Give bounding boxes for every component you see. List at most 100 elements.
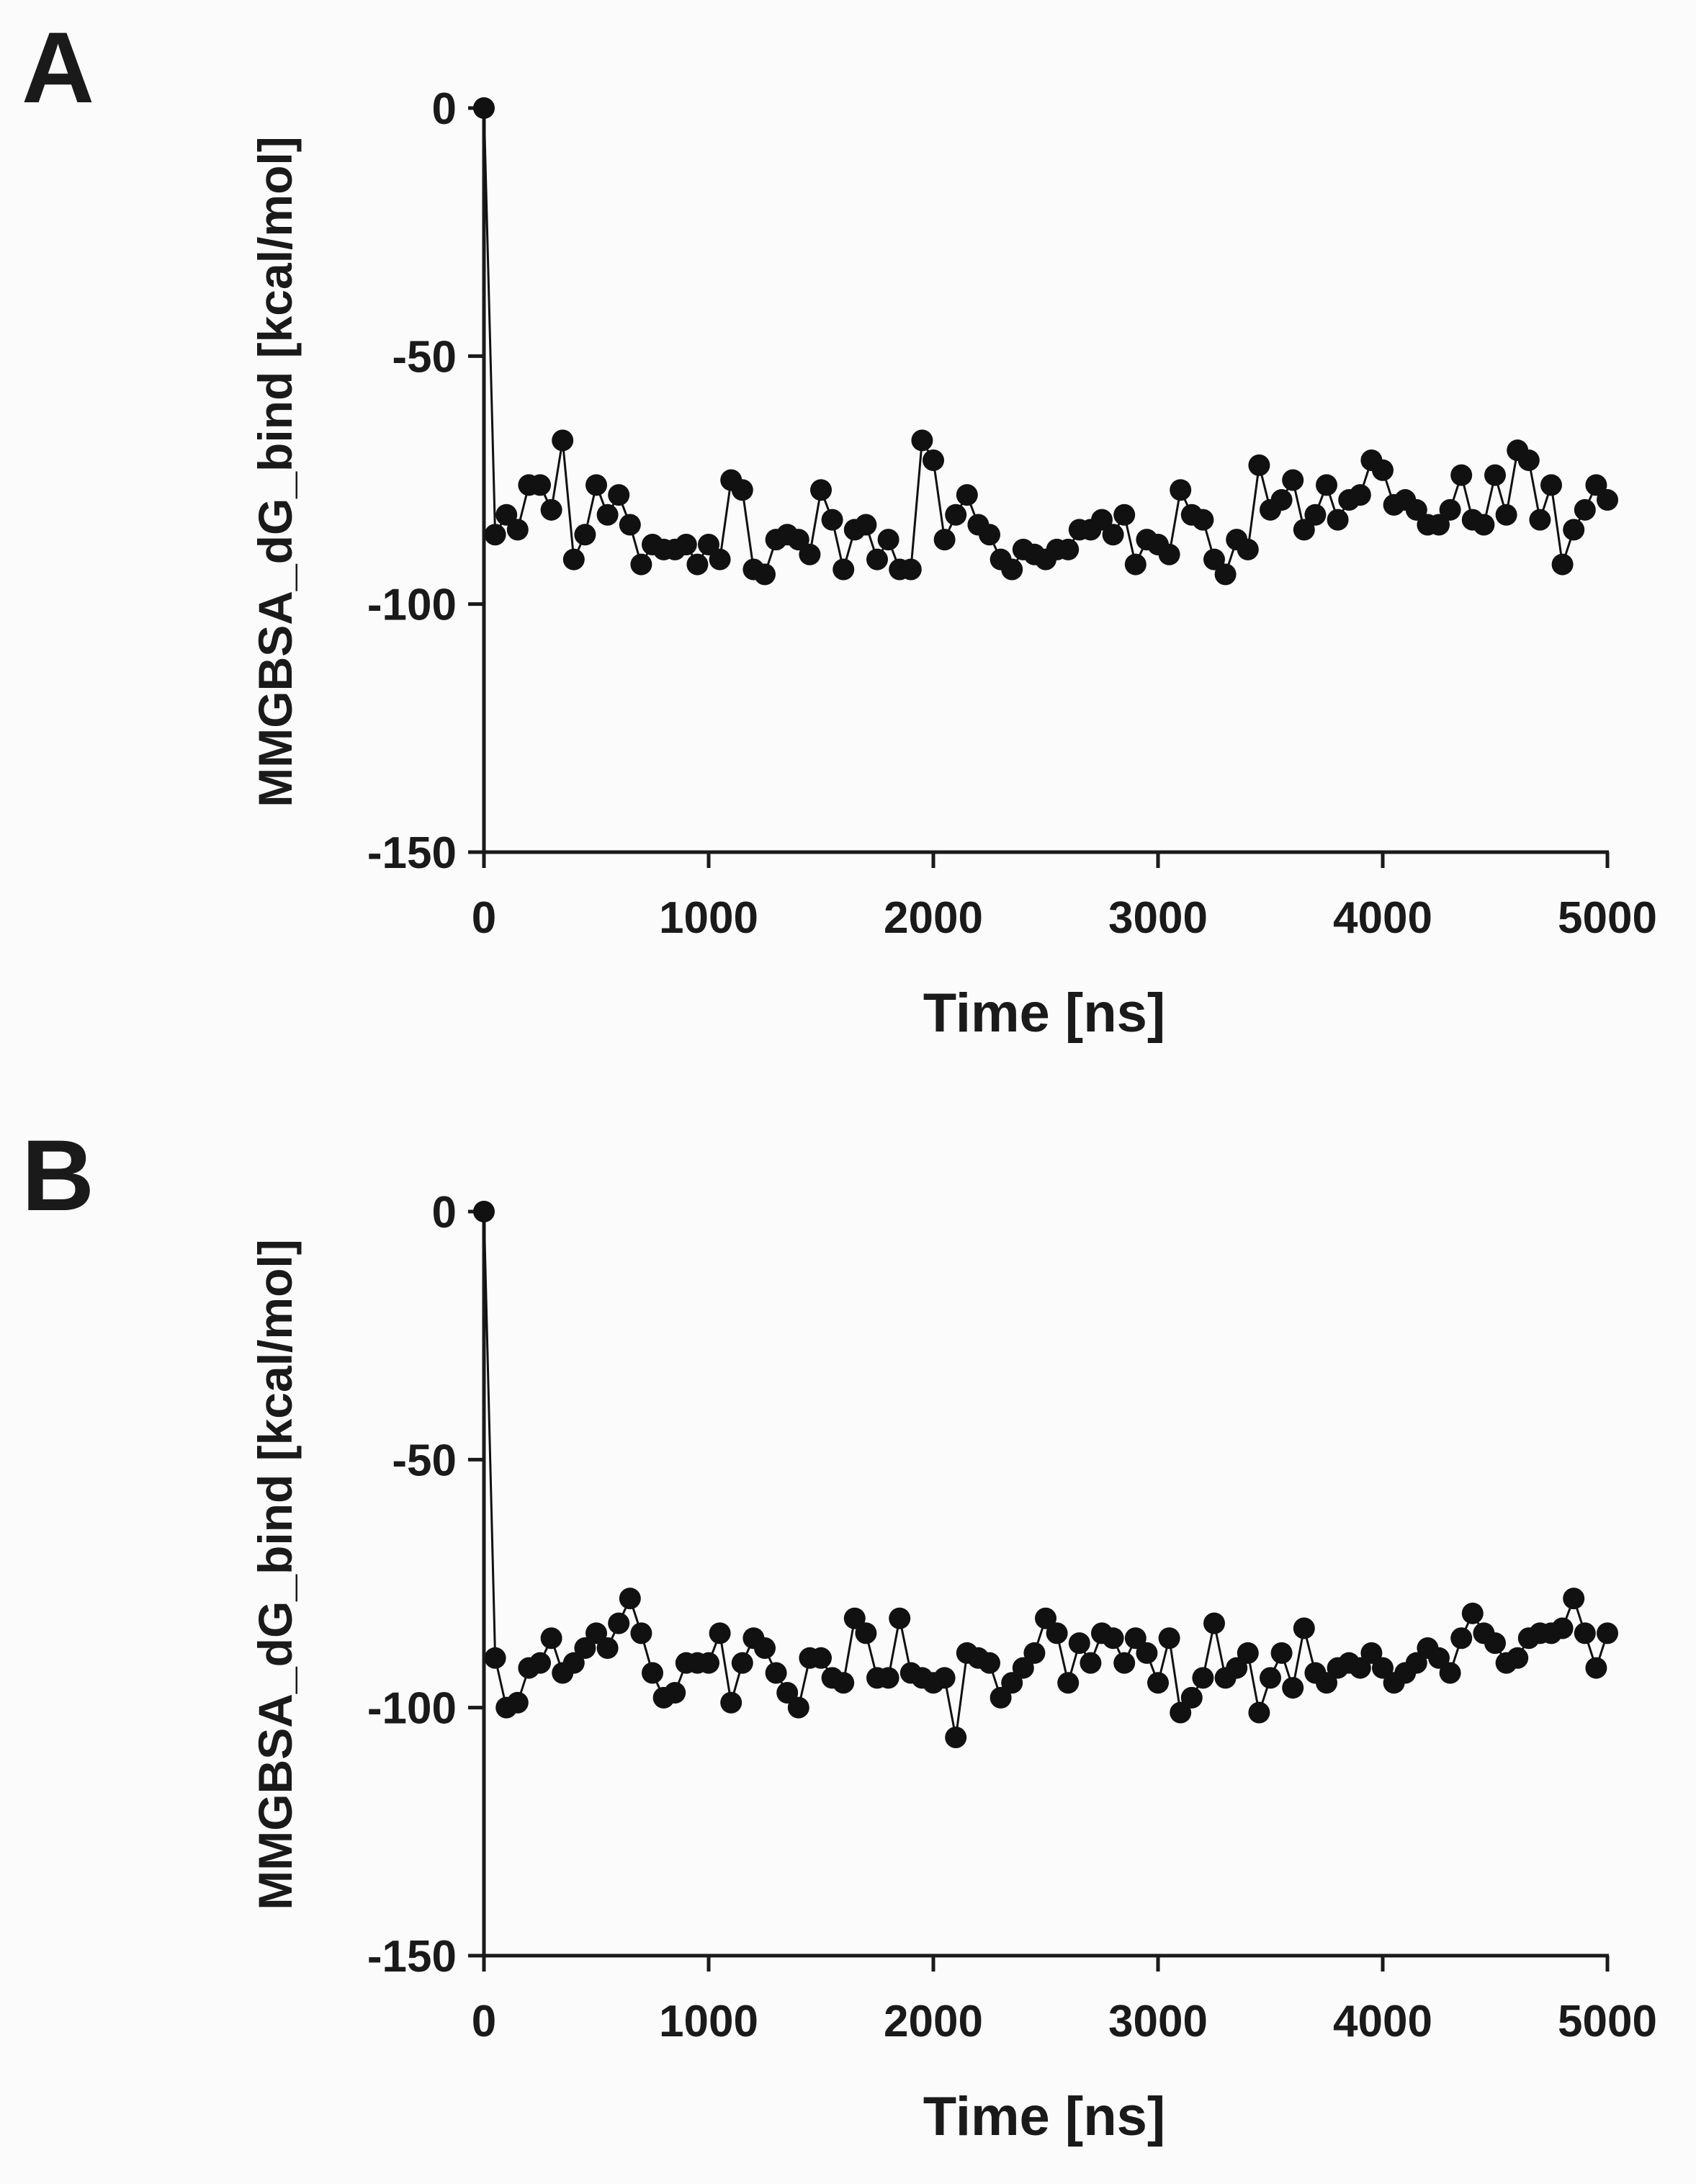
data-point bbox=[1124, 553, 1147, 576]
data-point bbox=[1540, 474, 1562, 496]
data-point bbox=[1484, 1632, 1506, 1655]
data-point bbox=[933, 529, 956, 551]
x-tick-label: 4000 bbox=[1333, 893, 1432, 943]
data-point bbox=[866, 548, 888, 570]
y-tick-label: 0 bbox=[432, 1188, 457, 1238]
data-point bbox=[1563, 1588, 1585, 1610]
data-point bbox=[585, 474, 607, 496]
data-point bbox=[877, 1667, 899, 1689]
data-point bbox=[1461, 1602, 1484, 1624]
y-tick-label: -50 bbox=[392, 1436, 457, 1485]
data-point bbox=[619, 1588, 641, 1610]
y-tick-label: -100 bbox=[367, 581, 457, 630]
data-point bbox=[1158, 1627, 1180, 1650]
data-point bbox=[1507, 1647, 1529, 1669]
data-point bbox=[810, 479, 832, 501]
data-point bbox=[945, 504, 967, 526]
data-point bbox=[698, 534, 719, 556]
data-point bbox=[1248, 1701, 1270, 1724]
data-point bbox=[1170, 479, 1192, 501]
data-point bbox=[1102, 524, 1124, 546]
data-point bbox=[675, 534, 697, 556]
data-point bbox=[1068, 1632, 1090, 1655]
data-point bbox=[1360, 1642, 1383, 1664]
data-point bbox=[1473, 514, 1495, 536]
data-point bbox=[495, 504, 518, 526]
data-point bbox=[1551, 1617, 1574, 1639]
data-point bbox=[923, 449, 944, 471]
y-axis-label-b: MMGBSA_dG_bind [kcal/mol] bbox=[248, 1239, 302, 1910]
data-point bbox=[1270, 489, 1293, 511]
data-point bbox=[1551, 553, 1574, 576]
data-point bbox=[1057, 538, 1080, 560]
data-point bbox=[1372, 459, 1394, 481]
data-point bbox=[1428, 514, 1450, 536]
data-point bbox=[956, 484, 978, 506]
data-point bbox=[484, 1647, 506, 1669]
data-point bbox=[1248, 454, 1270, 476]
data-point bbox=[1293, 519, 1315, 541]
data-point bbox=[787, 529, 809, 551]
data-point bbox=[1372, 1657, 1394, 1679]
data-point bbox=[1001, 558, 1023, 581]
data-point bbox=[1517, 449, 1540, 471]
data-point bbox=[1327, 509, 1349, 531]
data-point bbox=[754, 1637, 776, 1660]
data-point bbox=[596, 504, 619, 526]
data-point bbox=[473, 1201, 495, 1222]
data-point bbox=[540, 1627, 562, 1650]
series-line bbox=[483, 107, 1609, 577]
data-point bbox=[1405, 498, 1427, 521]
data-point bbox=[529, 1652, 551, 1674]
x-tick-label: 4000 bbox=[1333, 1997, 1432, 2046]
data-point bbox=[1124, 1627, 1147, 1650]
data-point bbox=[1012, 1657, 1034, 1679]
data-point bbox=[731, 1652, 753, 1674]
data-point bbox=[990, 1686, 1012, 1709]
data-point bbox=[945, 1726, 967, 1748]
data-point bbox=[562, 1652, 585, 1674]
data-point bbox=[1450, 1627, 1473, 1650]
data-point bbox=[889, 1607, 911, 1629]
x-axis-label-b: Time [ns] bbox=[923, 2086, 1165, 2147]
data-point bbox=[1405, 1652, 1427, 1674]
x-tick-label: 5000 bbox=[1558, 1997, 1657, 2046]
data-point bbox=[979, 524, 1000, 546]
y-tick-label: 0 bbox=[432, 84, 457, 134]
data-point bbox=[855, 1622, 877, 1644]
data-point bbox=[1080, 1652, 1102, 1674]
data-point bbox=[843, 1607, 866, 1629]
data-point bbox=[642, 1662, 663, 1684]
data-point bbox=[1035, 1607, 1056, 1629]
data-point bbox=[776, 1682, 799, 1704]
data-point bbox=[585, 1622, 607, 1644]
panel-b: B MMGBSA_dG_bind [kcal/mol] Time [ns] 0-… bbox=[22, 1119, 1657, 2147]
x-tick-label: 5000 bbox=[1558, 893, 1657, 943]
x-tick-label: 3000 bbox=[1108, 1997, 1208, 2046]
data-point bbox=[630, 553, 652, 576]
data-point bbox=[619, 514, 641, 536]
data-point bbox=[664, 1682, 686, 1704]
data-point bbox=[484, 524, 506, 546]
data-point bbox=[596, 1637, 619, 1660]
data-point bbox=[709, 1622, 731, 1644]
y-tick-label: -150 bbox=[367, 828, 457, 878]
data-point bbox=[574, 1637, 596, 1660]
data-point bbox=[1484, 464, 1506, 486]
data-point bbox=[1574, 498, 1596, 521]
data-point bbox=[765, 1662, 787, 1684]
data-point bbox=[720, 1691, 742, 1714]
y-tick-label: -50 bbox=[392, 332, 457, 382]
data-point bbox=[1102, 1627, 1124, 1650]
data-point bbox=[574, 524, 596, 546]
x-tick-label: 0 bbox=[472, 893, 496, 943]
data-point bbox=[1450, 464, 1473, 486]
data-point bbox=[833, 1672, 855, 1694]
data-point bbox=[698, 1652, 719, 1674]
y-tick-label: -150 bbox=[367, 1932, 457, 1982]
x-tick-label: 2000 bbox=[884, 893, 983, 943]
data-point bbox=[1203, 1612, 1225, 1634]
data-point bbox=[821, 509, 843, 531]
data-point bbox=[1304, 504, 1327, 526]
